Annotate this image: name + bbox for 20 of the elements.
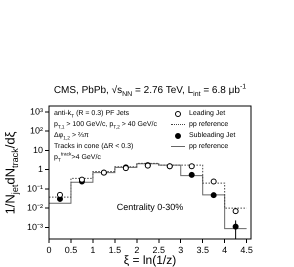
chart-title: CMS, PbPb, √s$_{NN}$ = 2.76 TeV, L$_{int}$ = 6.8 μb$^{-1}$ <box>54 84 246 98</box>
x-axis-title: ξ = ln(1/z) <box>124 253 176 267</box>
annotation: Centrality 0-30% <box>116 202 184 212</box>
x-tick-label: 2.5 <box>152 244 166 255</box>
y-tick-label: 1 <box>38 164 43 174</box>
x-tick-label: 3.5 <box>196 244 209 255</box>
x-tick-label: 1 <box>90 244 96 255</box>
y-tick-label: 10⁻¹ <box>26 183 43 194</box>
y-tick-label: 10 <box>32 144 43 155</box>
y-tick-label: 10² <box>30 126 43 136</box>
x-tick-label: 3 <box>178 244 184 255</box>
x-tick-label: 1.5 <box>108 244 122 255</box>
y-tick-label: 10⁻² <box>26 202 43 213</box>
x-tick-label: 0.5 <box>64 244 78 255</box>
x-tick-label: 4 <box>222 244 228 255</box>
y-tick-label: 10³ <box>30 106 43 116</box>
x-tick-label: 4.5 <box>240 244 253 255</box>
x-tick-label: 0 <box>46 244 52 255</box>
x-tick-label: 2 <box>134 244 140 255</box>
y-tick-label: 10⁻³ <box>26 222 43 232</box>
